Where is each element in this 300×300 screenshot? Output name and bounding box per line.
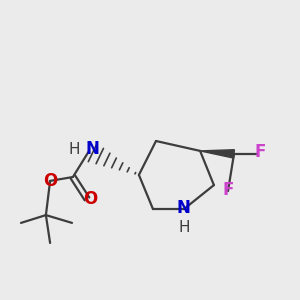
Polygon shape bbox=[200, 150, 234, 158]
Text: H: H bbox=[178, 220, 190, 235]
Text: O: O bbox=[43, 172, 57, 190]
Text: O: O bbox=[83, 190, 97, 208]
Text: F: F bbox=[222, 181, 234, 199]
Text: N: N bbox=[177, 199, 191, 217]
Text: F: F bbox=[254, 143, 266, 161]
Text: H: H bbox=[69, 142, 80, 157]
Text: N: N bbox=[85, 140, 99, 158]
